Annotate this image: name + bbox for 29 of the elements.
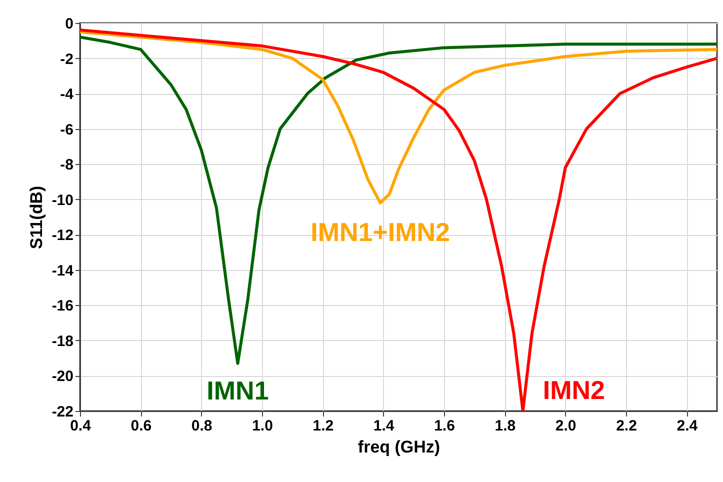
x-tick-label: 1.4 [373, 418, 395, 434]
x-tick-label: 1.2 [312, 418, 334, 434]
y-tick-label: 0 [65, 16, 74, 32]
y-tick-label: -18 [52, 332, 74, 350]
x-tick-label: 0.4 [70, 418, 92, 434]
x-tick-label: 2.2 [616, 418, 637, 434]
x-tick-label: 2.0 [555, 418, 576, 434]
series-label: IMN2 [542, 375, 605, 405]
y-tick-label: -12 [52, 227, 74, 244]
series-label: IMN1 [206, 375, 269, 406]
line-series [80, 30, 717, 204]
y-tick-label: -10 [52, 192, 74, 209]
x-tick-label: 1.0 [252, 418, 273, 434]
y-tick-label: -6 [60, 121, 74, 138]
x-tick-label: 0.8 [191, 418, 212, 434]
y-tick-label: -20 [52, 368, 74, 386]
x-tick-label: 1.8 [494, 418, 516, 434]
y-tick-label: -2 [60, 50, 74, 68]
x-tick-label: 2.4 [676, 418, 698, 434]
y-tick-label: -22 [52, 404, 74, 420]
series-label: IMN1+IMN2 [310, 216, 450, 247]
y-tick-label: -8 [60, 156, 74, 174]
y-axis-title: S11(dB) [26, 186, 46, 250]
y-tick-label: -16 [52, 298, 74, 315]
y-tick-label: -14 [52, 262, 74, 280]
x-tick-label: 0.6 [130, 418, 152, 434]
x-tick-label: 1.6 [434, 418, 455, 434]
x-axis-title: freq (GHz) [358, 438, 440, 456]
y-tick-label: -4 [60, 86, 74, 104]
